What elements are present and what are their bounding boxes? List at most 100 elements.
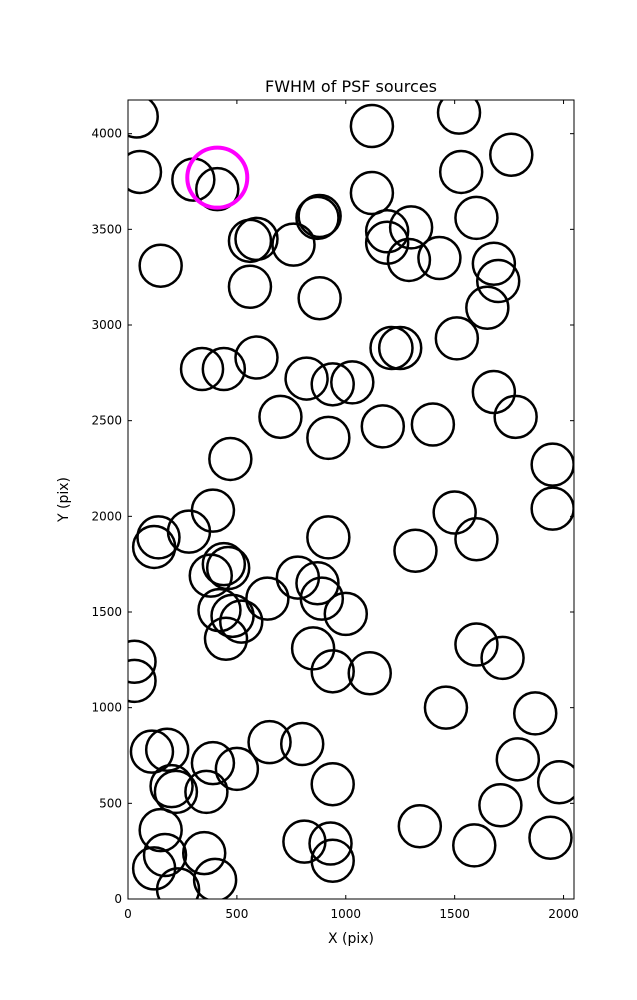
source-marker bbox=[299, 576, 345, 621]
source-marker bbox=[190, 488, 236, 533]
source-marker bbox=[432, 490, 477, 535]
source-marker bbox=[377, 325, 423, 371]
source-marker bbox=[149, 763, 194, 809]
source-marker bbox=[452, 823, 497, 868]
source-marker bbox=[190, 740, 236, 786]
source-marker bbox=[347, 650, 392, 696]
source-marker bbox=[128, 639, 157, 684]
source-marker bbox=[205, 545, 251, 591]
source-marker bbox=[295, 195, 340, 241]
source-marker bbox=[131, 846, 177, 891]
plot-frame bbox=[127, 99, 575, 900]
source-marker bbox=[128, 658, 157, 704]
source-marker bbox=[393, 528, 438, 574]
source-marker bbox=[349, 170, 395, 216]
source-marker bbox=[138, 243, 183, 288]
source-marker bbox=[478, 782, 523, 828]
source-marker bbox=[530, 486, 574, 531]
source-marker bbox=[271, 222, 316, 267]
y-tick-label: 1500 bbox=[91, 605, 122, 619]
source-marker bbox=[290, 626, 336, 671]
source-marker bbox=[153, 769, 199, 815]
source-marker bbox=[210, 593, 255, 639]
source-marker bbox=[388, 205, 434, 250]
source-marker bbox=[436, 100, 482, 135]
y-tick-label: 0 bbox=[114, 892, 122, 906]
x-tick-label: 1500 bbox=[439, 907, 470, 921]
source-marker bbox=[258, 394, 303, 440]
source-marker bbox=[454, 517, 499, 562]
y-tick-label: 4000 bbox=[91, 127, 122, 141]
source-marker bbox=[360, 404, 406, 449]
source-marker bbox=[386, 237, 432, 283]
source-marker bbox=[284, 356, 329, 401]
source-marker bbox=[247, 719, 292, 765]
source-marker bbox=[454, 622, 499, 667]
y-tick-label: 3500 bbox=[91, 222, 122, 236]
chart-title: FWHM of PSF sources bbox=[265, 77, 437, 96]
x-tick-label: 0 bbox=[124, 907, 132, 921]
source-marker bbox=[480, 635, 525, 681]
y-tick-label: 3000 bbox=[91, 318, 122, 332]
source-marker bbox=[295, 561, 340, 606]
source-marker bbox=[434, 316, 480, 361]
source-marker bbox=[410, 402, 456, 447]
source-marker bbox=[465, 285, 510, 331]
source-marker bbox=[530, 442, 574, 487]
source-marker bbox=[330, 360, 375, 405]
x-axis-label: X (pix) bbox=[328, 931, 374, 947]
source-marker bbox=[181, 830, 227, 876]
source-marker bbox=[179, 346, 225, 392]
source-marker bbox=[188, 553, 234, 598]
source-marker bbox=[131, 524, 177, 570]
source-marker bbox=[364, 209, 410, 254]
source-marker bbox=[218, 599, 264, 644]
source-marker bbox=[349, 103, 395, 149]
source-marker bbox=[155, 867, 201, 899]
source-marker bbox=[297, 193, 342, 239]
x-tick-label: 1000 bbox=[331, 907, 362, 921]
source-marker bbox=[192, 857, 238, 899]
source-marker bbox=[493, 394, 538, 440]
source-marker bbox=[438, 149, 484, 195]
source-marker bbox=[297, 275, 342, 321]
source-marker bbox=[471, 369, 517, 415]
y-tick-label: 2000 bbox=[91, 509, 122, 523]
source-marker bbox=[310, 838, 355, 883]
source-marker bbox=[129, 729, 175, 774]
source-marker bbox=[142, 832, 188, 878]
x-tick-label: 2000 bbox=[548, 907, 579, 921]
source-marker bbox=[417, 235, 462, 281]
source-marker bbox=[475, 258, 521, 304]
y-tick-label: 1000 bbox=[91, 701, 122, 715]
source-marker bbox=[323, 591, 369, 637]
source-marker bbox=[489, 132, 534, 177]
source-marker bbox=[128, 149, 163, 195]
source-marker bbox=[512, 691, 558, 736]
source-marker bbox=[310, 761, 355, 807]
x-tick-label: 500 bbox=[225, 907, 248, 921]
source-marker bbox=[234, 335, 279, 380]
source-marker bbox=[308, 821, 353, 866]
source-marker bbox=[397, 804, 443, 849]
source-marker bbox=[144, 727, 190, 773]
source-marker bbox=[227, 218, 273, 264]
source-marker bbox=[369, 325, 414, 371]
source-marker bbox=[279, 721, 325, 767]
source-marker bbox=[306, 415, 351, 461]
source-marker bbox=[310, 362, 355, 407]
y-tick-label: 2500 bbox=[91, 414, 122, 428]
source-marker bbox=[528, 815, 573, 861]
source-marker bbox=[208, 436, 253, 482]
markers-layer bbox=[128, 100, 574, 899]
highlight-marker bbox=[185, 145, 250, 210]
source-marker bbox=[128, 100, 159, 139]
source-marker bbox=[136, 515, 181, 560]
source-marker bbox=[454, 195, 499, 241]
source-marker bbox=[203, 616, 249, 662]
source-marker bbox=[471, 241, 517, 287]
source-marker bbox=[201, 541, 247, 587]
source-marker bbox=[306, 515, 351, 560]
source-marker bbox=[495, 737, 541, 782]
